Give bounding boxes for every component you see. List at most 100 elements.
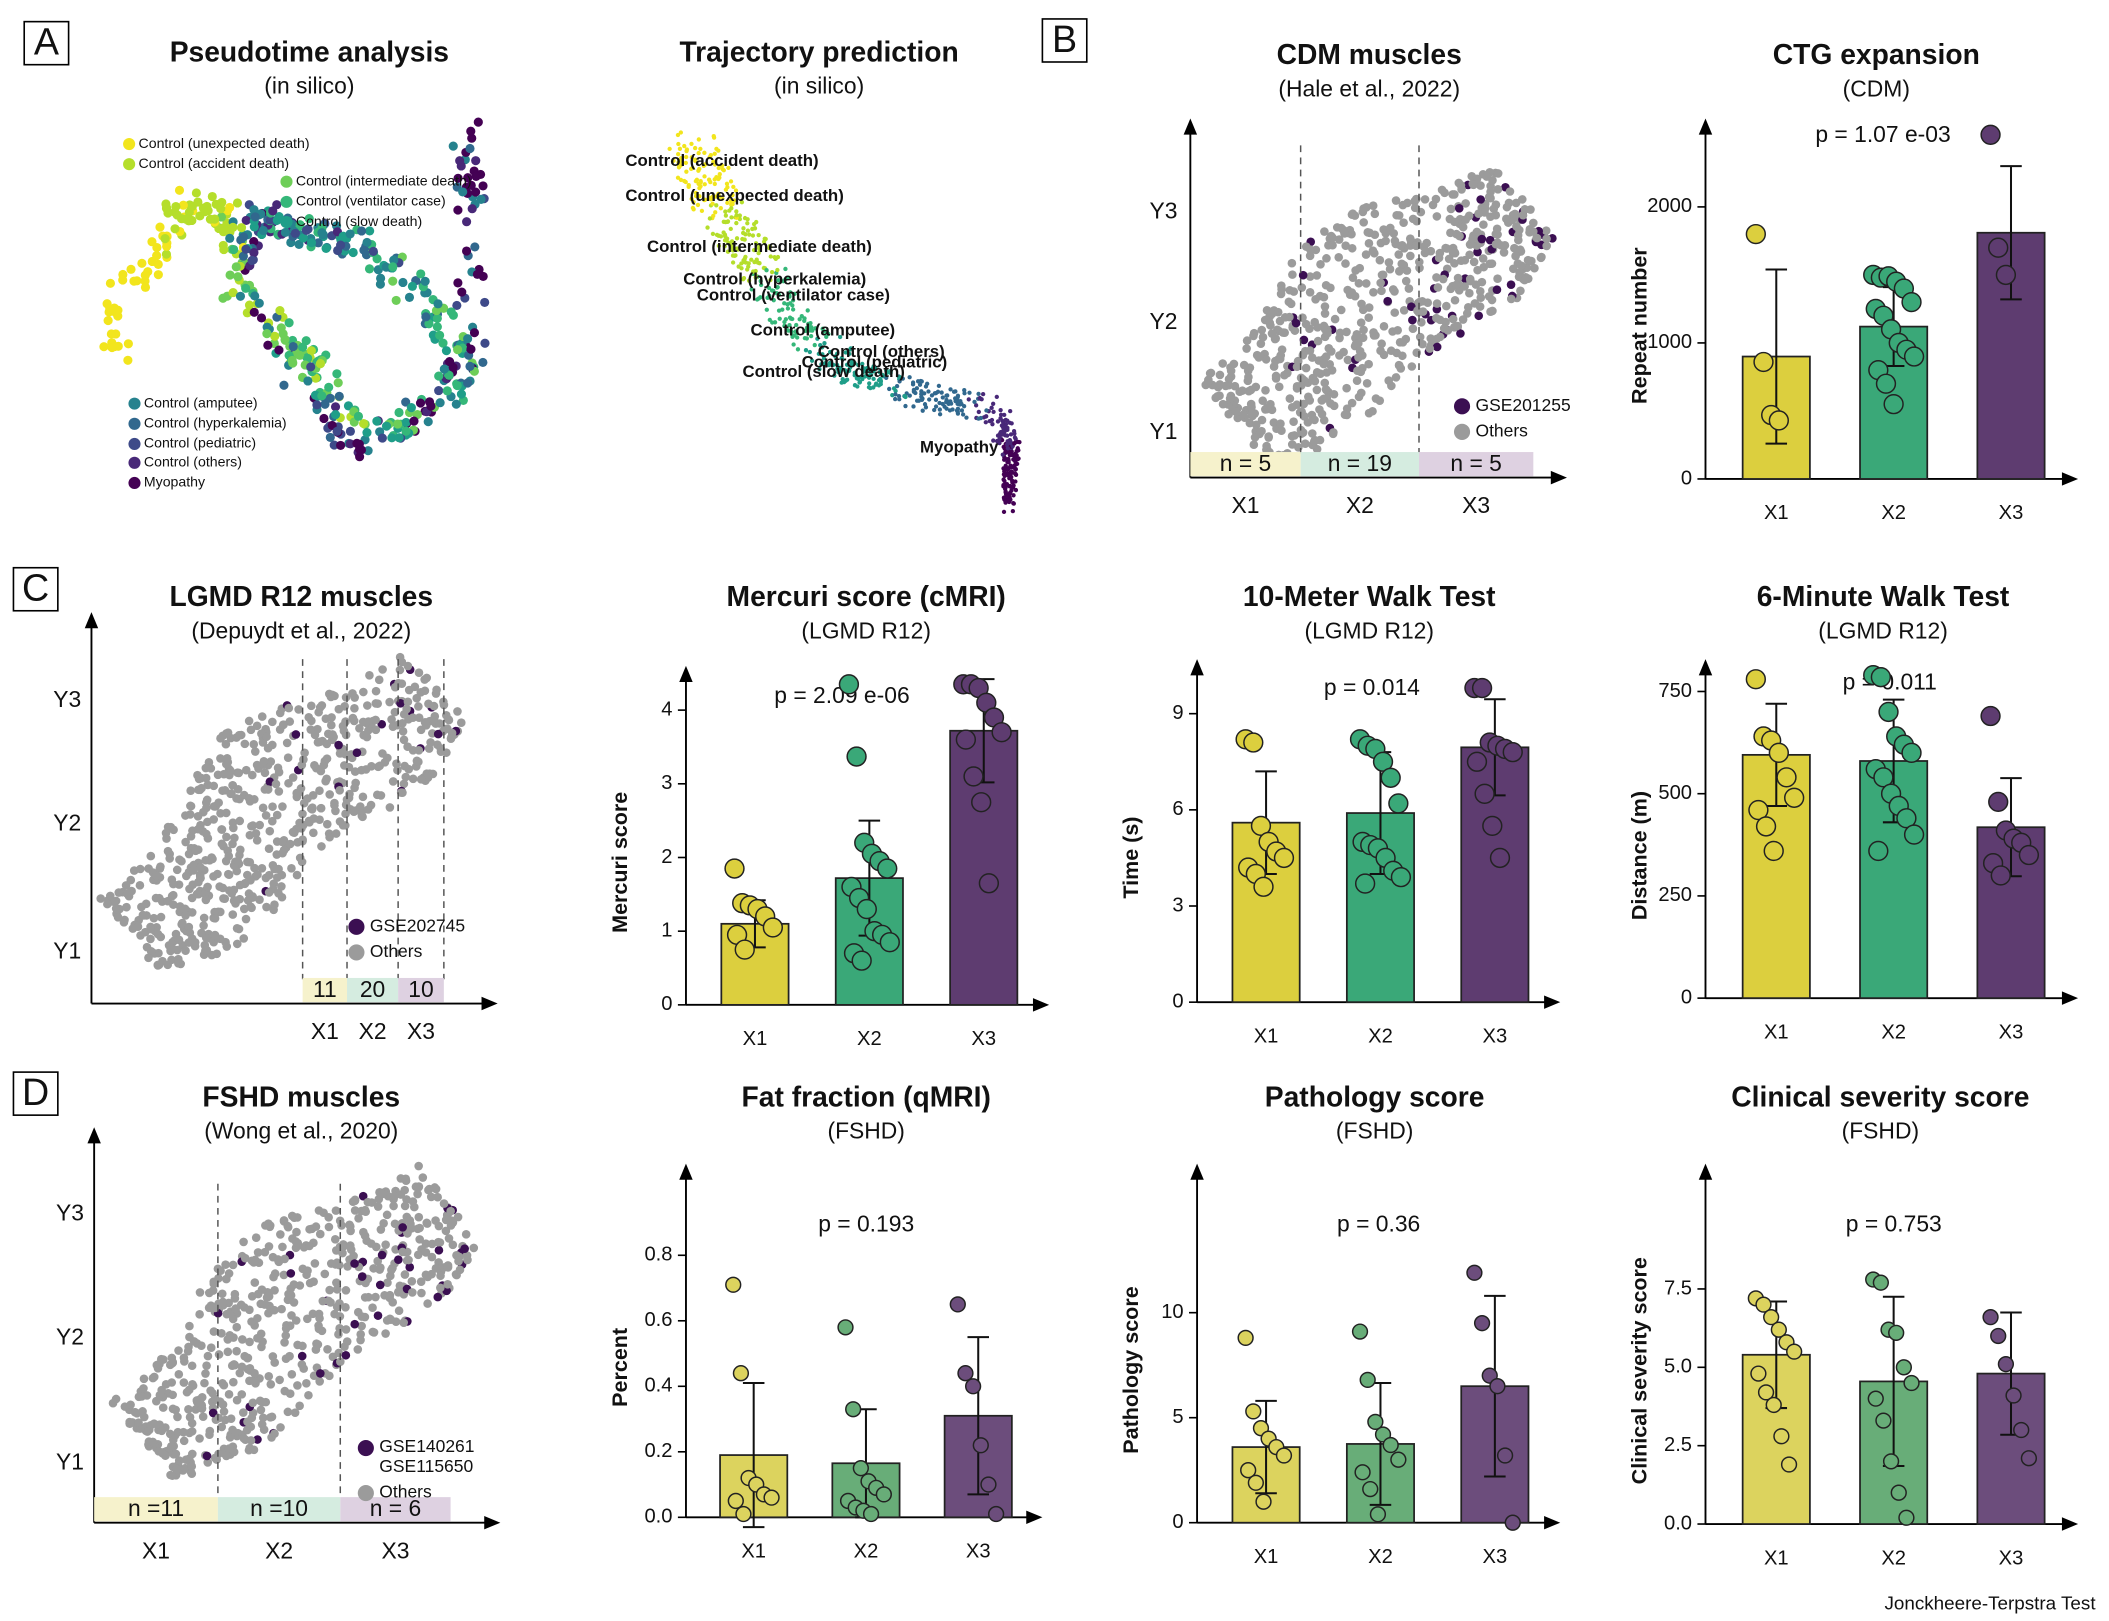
group-band [94, 1497, 218, 1522]
cell-dot [249, 248, 259, 258]
cell-dot [1502, 202, 1512, 212]
cell-dot [843, 368, 848, 373]
p-value: p = 0.014 [1324, 674, 1420, 700]
cell-dot [940, 395, 945, 400]
cell-dot [315, 703, 325, 712]
cell-dot [682, 143, 687, 149]
cell-dot [1319, 321, 1329, 331]
cell-dot [737, 216, 743, 222]
cell-dot [353, 411, 364, 421]
cell-dot [420, 675, 429, 684]
cell-dot [1399, 218, 1408, 227]
cell-dot [1003, 449, 1008, 454]
cell-dot [362, 237, 372, 248]
cell-dot [878, 378, 883, 383]
cell-dot [222, 1451, 231, 1461]
cell-dot [350, 783, 359, 793]
cell-dot [991, 401, 996, 406]
cell-dot [382, 1210, 392, 1220]
cell-dot [1390, 308, 1400, 317]
cell-dot [334, 740, 343, 750]
cell-dot [193, 824, 203, 834]
cell-dot [241, 283, 251, 293]
cell-dot [917, 382, 923, 387]
cell-dot [287, 864, 296, 873]
cell-dot [1369, 331, 1379, 340]
cell-dot [239, 232, 249, 242]
cell-dot [270, 1429, 279, 1438]
cell-dot [910, 382, 916, 387]
cell-dot [426, 738, 435, 747]
cell-dot [421, 1248, 431, 1257]
cell-dot [180, 904, 190, 914]
cell-dot [1431, 194, 1441, 204]
cell-dot [877, 369, 882, 375]
cell-dot [797, 317, 802, 322]
cell-dot [852, 360, 857, 366]
cell-dot [448, 1218, 458, 1227]
cell-dot [471, 156, 481, 166]
axis-arrow [87, 1127, 101, 1144]
cell-dot [920, 408, 925, 413]
cell-dot [1394, 266, 1404, 276]
cell-dot [181, 946, 190, 956]
cell-dot [229, 1360, 239, 1369]
cell-dot [221, 1260, 230, 1269]
cell-dot [430, 1183, 440, 1192]
cell-dot [350, 1195, 360, 1205]
cell-dot [689, 196, 694, 202]
y-label: Y3 [1149, 198, 1177, 224]
cell-dot [186, 832, 196, 841]
y-tick-label: 1000 [1647, 331, 1692, 353]
cell-dot [1238, 386, 1247, 395]
axis-arrow [1183, 118, 1198, 135]
cell-dot [746, 264, 751, 269]
cell-dot [1536, 253, 1546, 263]
cell-dot [991, 438, 996, 443]
cell-dot [458, 187, 468, 197]
cell-dot [1493, 169, 1503, 178]
cell-dot [295, 1401, 304, 1411]
cell-dot [478, 181, 488, 191]
cell-dot [239, 934, 249, 943]
cell-dot [143, 1427, 152, 1436]
cell-dot [250, 747, 260, 756]
cell-dot [446, 1206, 455, 1216]
data-point [1988, 791, 2009, 813]
cell-dot [315, 786, 324, 796]
cell-dot [407, 1277, 417, 1286]
panel-box [12, 1071, 59, 1116]
cell-dot [1249, 331, 1258, 341]
cell-dot [290, 1408, 300, 1417]
cell-dot [189, 1337, 199, 1346]
data-point [1755, 816, 1777, 837]
cell-dot [740, 236, 745, 242]
cell-dot [787, 301, 793, 306]
cell-dot [724, 181, 730, 186]
cell-dot [202, 1361, 211, 1370]
data-point [1763, 1309, 1780, 1326]
cell-dot [713, 210, 718, 215]
cell-dot [789, 329, 794, 335]
cell-dot [1356, 367, 1366, 377]
cell-dot [373, 1311, 383, 1320]
cell-dot [1362, 202, 1371, 212]
cell-dot [728, 244, 733, 249]
cell-dot [1265, 318, 1275, 328]
cell-dot [795, 347, 801, 352]
cell-dot [955, 406, 961, 411]
cell-dot [273, 1255, 283, 1264]
cell-dot [864, 367, 869, 372]
cell-dot [285, 839, 295, 849]
cell-dot [241, 215, 251, 225]
cell-dot [758, 282, 764, 288]
cell-dot [216, 808, 225, 818]
cell-dot [432, 322, 442, 332]
cell-dot [723, 209, 728, 214]
cell-dot [448, 141, 458, 151]
cell-dot [174, 1369, 184, 1379]
cell-dot [1307, 429, 1317, 438]
cell-dot [1458, 315, 1468, 324]
cell-dot [431, 1263, 441, 1273]
y-tick-label: 3 [661, 772, 672, 794]
